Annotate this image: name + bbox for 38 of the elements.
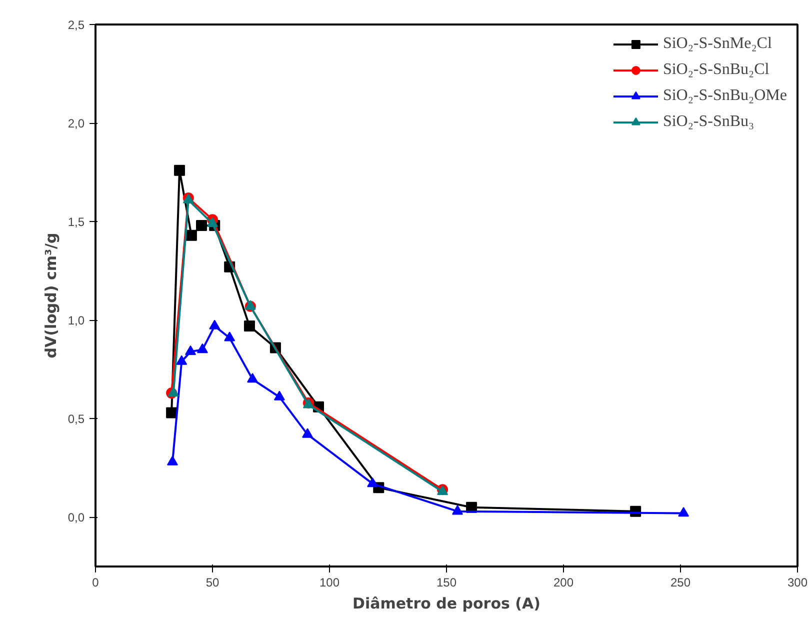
point <box>452 505 463 515</box>
x-tick-label: 50 <box>206 576 220 590</box>
y-tick-label: 0,0 <box>68 510 85 525</box>
y-tick-label: 2,0 <box>68 116 85 131</box>
point <box>185 345 196 356</box>
legend-label: SiO₂-S-SnMe₂Cl <box>662 35 772 53</box>
point <box>168 386 179 396</box>
y-axis-title: dV(logd) cm³/g <box>42 232 60 358</box>
point <box>166 407 178 418</box>
point <box>174 164 186 176</box>
point <box>186 230 197 241</box>
x-tick-label: 300 <box>787 576 808 590</box>
point <box>196 343 208 354</box>
point <box>302 428 314 438</box>
point <box>166 456 178 466</box>
point <box>244 320 255 332</box>
legend-label: SiO₂-S-SnBu₂OMe <box>662 87 787 105</box>
x-tick-label: 150 <box>436 576 457 590</box>
point <box>678 507 690 517</box>
y-tick-label: 0,5 <box>68 412 85 426</box>
x-tick-label: 200 <box>553 576 574 590</box>
y-tick-label: 1,0 <box>68 314 85 328</box>
legend-label: SiO₂-S-SnBu₃ <box>662 113 754 131</box>
point <box>209 320 220 330</box>
legend-label: SiO₂-S-SnBu₂Cl <box>662 61 770 79</box>
point <box>196 220 207 232</box>
y-tick-label: 1,5 <box>68 215 85 230</box>
x-tick-label: 250 <box>670 576 691 590</box>
point <box>224 332 236 342</box>
point <box>176 355 188 365</box>
x-tick-label: 0 <box>92 576 100 590</box>
x-tick-label: 100 <box>319 576 340 590</box>
point <box>247 372 258 383</box>
point <box>274 390 285 400</box>
point <box>367 477 378 488</box>
y-tick-label: 2,5 <box>68 18 85 32</box>
x-axis-title: Diâmetro de poros (A) <box>352 594 540 612</box>
point <box>207 217 218 227</box>
